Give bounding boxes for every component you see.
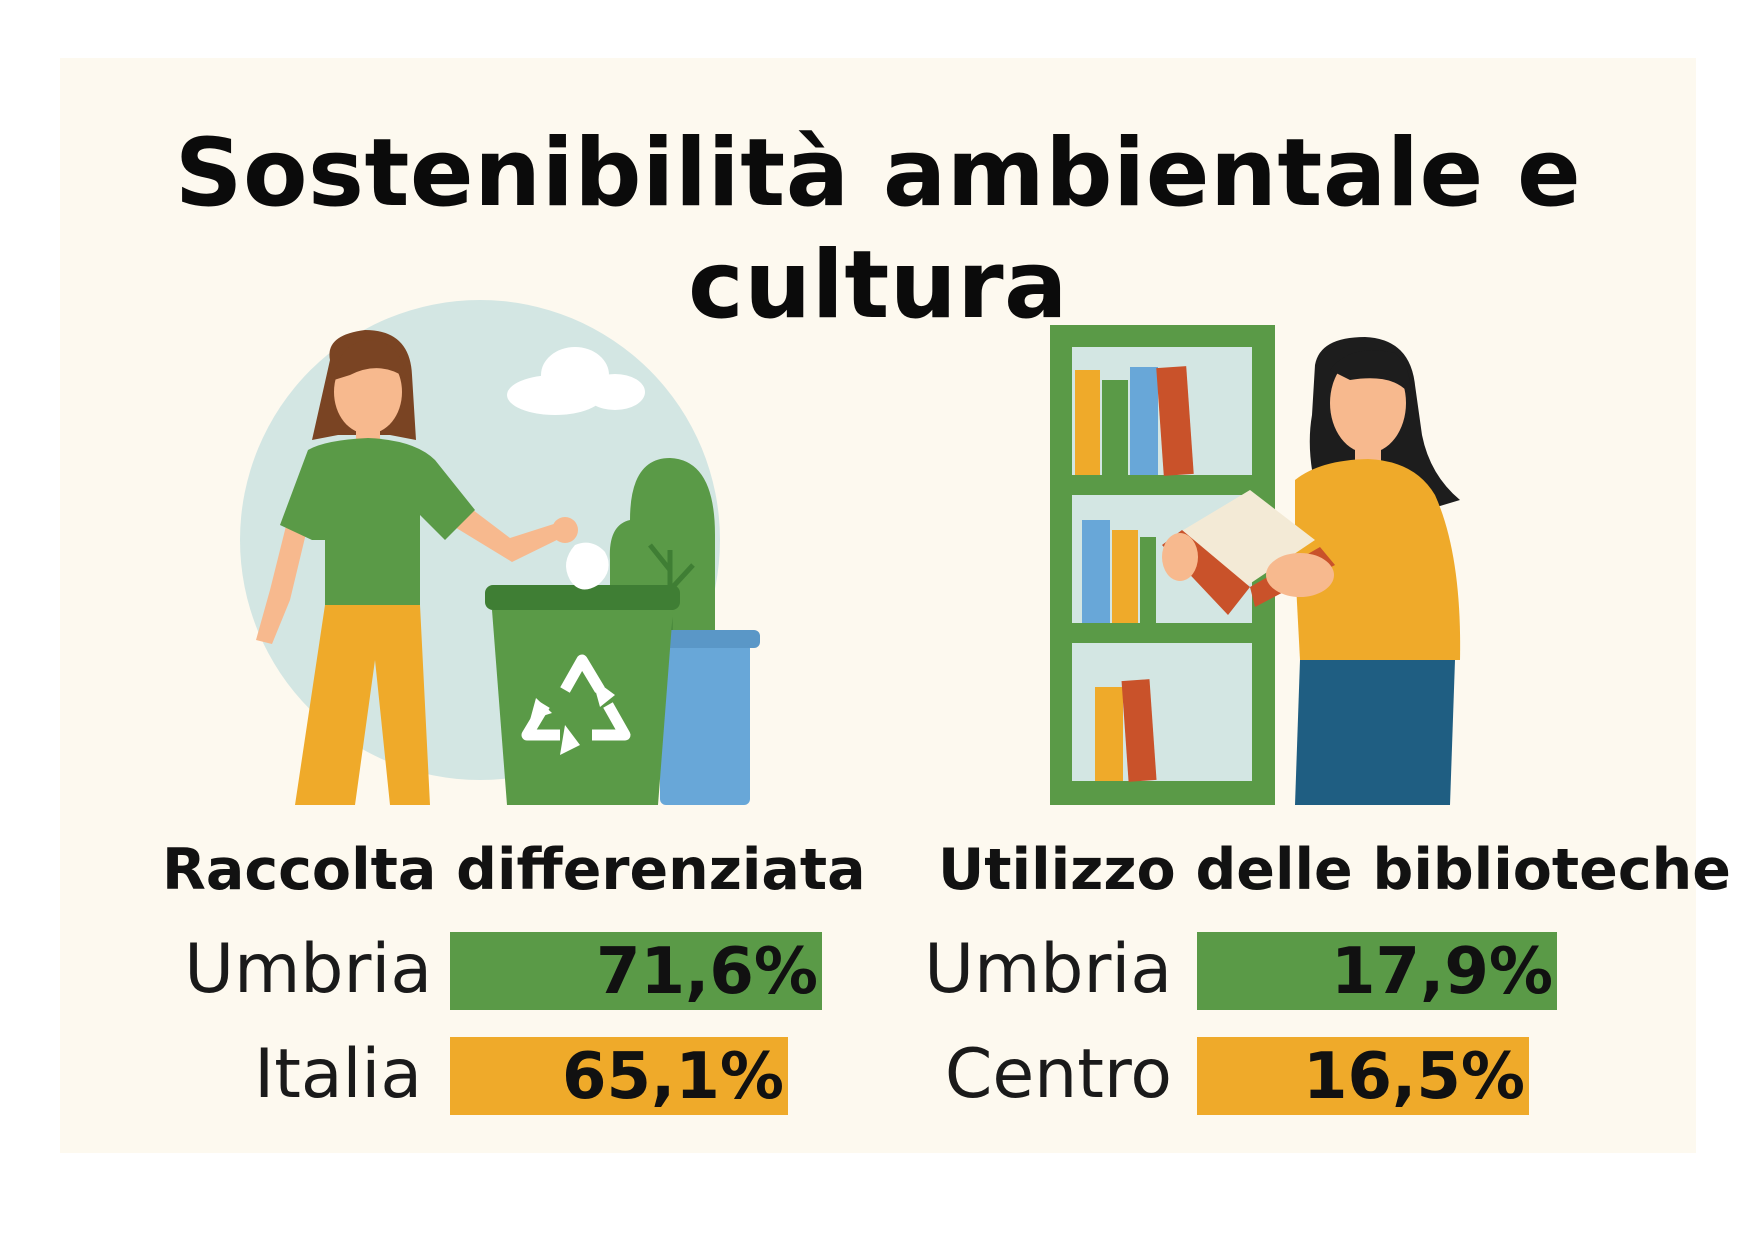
person-recycling-illustration: [240, 300, 760, 805]
data-label: 71,6%: [595, 935, 818, 1009]
category-label: Italia: [254, 1035, 422, 1114]
category-label: Umbria: [184, 930, 432, 1009]
bar-umbria-raccolta: 71,6%: [450, 932, 822, 1010]
category-label: Umbria: [924, 930, 1172, 1009]
bar-italia-raccolta: 65,1%: [450, 1037, 788, 1115]
chart-title-raccolta: Raccolta differenziata: [162, 837, 866, 903]
data-label: 65,1%: [561, 1040, 784, 1114]
person-reading-library-illustration: [1050, 325, 1461, 805]
bar-centro-biblioteche: 16,5%: [1197, 1037, 1529, 1115]
category-label: Centro: [944, 1035, 1172, 1114]
chart-title-biblioteche: Utilizzo delle biblioteche: [938, 837, 1731, 903]
data-label: 17,9%: [1330, 935, 1553, 1009]
page-title: Sostenibilità ambientale e cultura: [174, 119, 1582, 340]
data-label: 16,5%: [1302, 1040, 1525, 1114]
bar-umbria-biblioteche: 17,9%: [1197, 932, 1557, 1010]
